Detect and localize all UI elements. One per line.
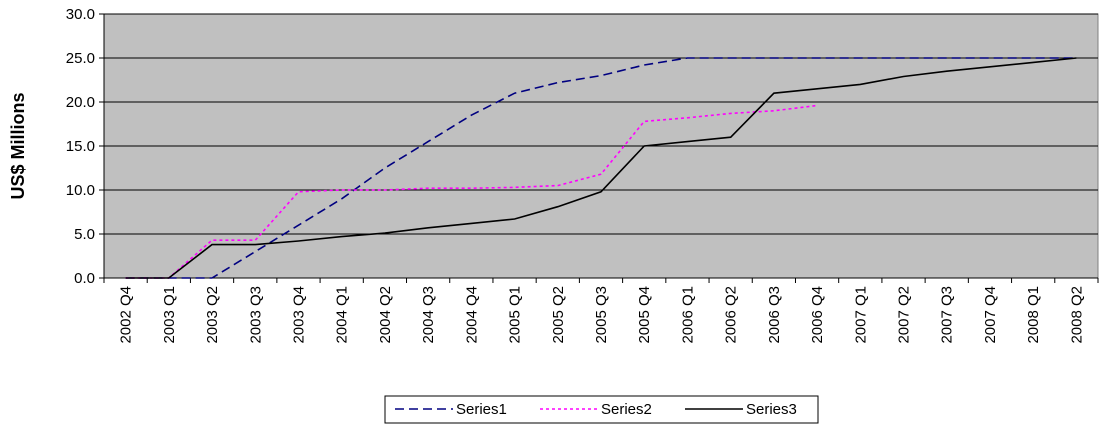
y-tick-label: 0.0 [74,270,95,287]
y-tick-label: 5.0 [74,226,95,243]
x-tick-label: 2008 Q1 [1025,286,1042,344]
x-tick-label: 2003 Q1 [161,286,178,344]
x-axis-ticks: 2002 Q4 2003 Q1 2003 Q2 2003 Q3 2003 Q4 2004 … [103,278,1099,344]
legend-label-series1: Series1 [456,401,507,418]
x-tick-label: 2005 Q3 [593,286,610,344]
x-tick-label: 2003 Q3 [247,286,264,344]
x-tick-label: 2006 Q3 [766,286,783,344]
x-tick-label: 2004 Q2 [377,286,394,344]
x-tick-label: 2006 Q1 [679,286,696,344]
y-axis-ticks: 0.0 5.0 10.0 15.0 20.0 25.0 30.0 [66,6,1098,287]
y-tick-label: 10.0 [66,182,95,199]
y-axis-label: US$ Millions [8,92,28,199]
x-tick-label: 2002 Q4 [118,286,135,344]
legend-box [384,395,819,424]
x-tick-label: 2003 Q4 [290,286,307,344]
series-line-series2 [125,104,818,279]
x-tick-label: 2003 Q2 [204,286,221,344]
x-tick-label: 2005 Q2 [550,286,567,344]
y-tick-label: 15.0 [66,138,95,155]
legend: Series1 Series2 Series3 [384,395,819,424]
x-tick-label: 2007 Q1 [852,286,869,344]
x-tick-label: 2004 Q1 [334,286,351,344]
x-tick-label: 2004 Q3 [420,286,437,344]
y-tick-label: 25.0 [66,50,95,67]
x-tick-label: 2007 Q2 [896,286,913,344]
x-tick-label: 2005 Q1 [507,286,524,344]
legend-label-series2: Series2 [601,401,652,418]
y-tick-label: 30.0 [66,6,95,23]
series-line-series1 [125,57,1077,279]
x-tick-label: 2005 Q4 [636,286,653,344]
x-tick-label: 2008 Q2 [1068,286,1085,344]
y-tick-label: 20.0 [66,94,95,111]
x-tick-label: 2007 Q3 [939,286,956,344]
legend-label-series3: Series3 [746,401,797,418]
x-tick-label: 2007 Q4 [982,286,999,344]
x-tick-label: 2004 Q4 [463,286,480,344]
x-tick-label: 2006 Q4 [809,286,826,344]
series-line-series3 [125,57,1077,279]
x-tick-label: 2006 Q2 [723,286,740,344]
series-lines [125,57,1077,279]
